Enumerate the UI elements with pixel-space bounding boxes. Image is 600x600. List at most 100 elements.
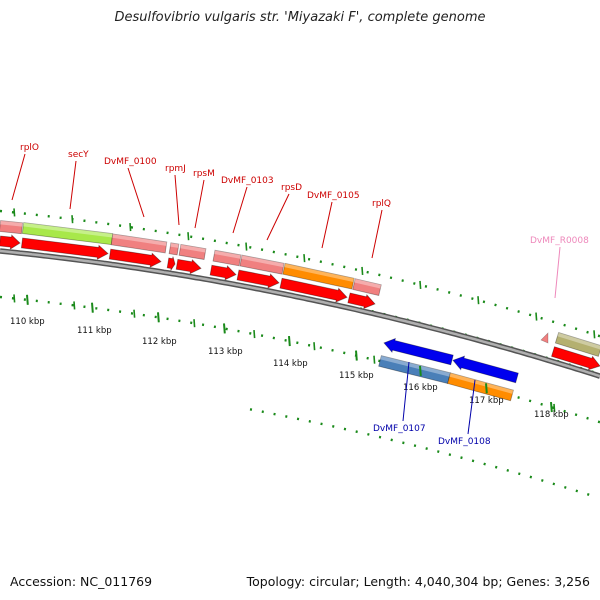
- gene-arrow[interactable]: [166, 256, 176, 271]
- feature-label[interactable]: rpsM: [193, 169, 215, 179]
- gene-arrow-shape[interactable]: [209, 263, 237, 281]
- cds-band-body[interactable]: [352, 278, 382, 296]
- cds-band[interactable]: [168, 242, 180, 256]
- feature-label[interactable]: secY: [68, 150, 89, 160]
- feature-label[interactable]: DvMF_0103: [221, 176, 274, 186]
- cds-band-shine: [214, 250, 241, 259]
- major-tick: [26, 294, 29, 305]
- feature-label[interactable]: DvMF_0105: [307, 191, 360, 201]
- cds-band-shine: [354, 278, 382, 289]
- accession-text: Accession: NC_011769: [10, 574, 153, 589]
- gene-arrow-shape[interactable]: [236, 268, 281, 290]
- cds-band-body[interactable]: [21, 222, 114, 246]
- gene-arrow-shape[interactable]: [0, 234, 21, 250]
- genome-summary-text: Topology: circular; Length: 4,040,304 bp…: [246, 574, 590, 589]
- gene-arrow-reverse-shape[interactable]: [382, 336, 454, 367]
- gene-arrow[interactable]: [236, 268, 281, 290]
- cds-band-shine: [557, 332, 600, 350]
- backbone-core: [0, 249, 600, 378]
- minor-tick: [193, 319, 196, 328]
- scale-label: 112 kbp: [142, 337, 177, 347]
- dotted-guide-lines: [0, 208, 600, 499]
- cds-band[interactable]: [352, 278, 382, 296]
- cds-band-shine: [0, 220, 23, 227]
- leader-line: [321, 201, 333, 249]
- cds-band-body[interactable]: [110, 233, 168, 254]
- cds-band-body[interactable]: [378, 355, 451, 384]
- gene-arrow[interactable]: [20, 236, 109, 261]
- cds-band-shine: [241, 255, 285, 268]
- cds-band[interactable]: [447, 372, 514, 402]
- gene-arrow-shape[interactable]: [551, 345, 600, 373]
- cds-band-body[interactable]: [212, 249, 242, 267]
- gene-arrow-reverse[interactable]: [382, 336, 454, 367]
- cds-band[interactable]: [282, 262, 355, 290]
- cds-band-body[interactable]: [239, 254, 285, 275]
- scale-label: 110 kbp: [10, 317, 45, 327]
- scale-label: 114 kbp: [273, 359, 308, 369]
- minor-tick: [133, 309, 136, 318]
- feature-track[interactable]: [0, 220, 600, 402]
- gene-arrow[interactable]: [347, 291, 376, 311]
- feature-label[interactable]: DvMF_0100: [104, 157, 157, 167]
- cds-band[interactable]: [212, 249, 242, 267]
- gene-arrow-shape[interactable]: [20, 236, 109, 261]
- major-tick: [157, 312, 160, 323]
- feature-label[interactable]: rplQ: [372, 199, 391, 209]
- leader-line: [402, 361, 410, 422]
- gene-arrow-shape[interactable]: [347, 291, 376, 311]
- cds-band[interactable]: [21, 222, 114, 246]
- cds-band-body[interactable]: [282, 262, 355, 290]
- cds-band[interactable]: [178, 243, 207, 260]
- feature-label[interactable]: DvMF_0107: [373, 424, 426, 434]
- gene-arrow-shape[interactable]: [279, 276, 349, 304]
- leader-line: [232, 186, 248, 234]
- gene-arrow-shape[interactable]: [108, 247, 162, 268]
- major-tick: [419, 365, 422, 377]
- leader-line: [194, 179, 205, 229]
- cds-band[interactable]: [239, 254, 285, 275]
- cds-band-body[interactable]: [178, 243, 207, 260]
- gene-arrow-shape[interactable]: [166, 256, 176, 271]
- cds-band-body[interactable]: [168, 242, 180, 256]
- cds-band[interactable]: [378, 355, 451, 384]
- gene-arrow[interactable]: [279, 276, 349, 304]
- feature-label[interactable]: rplO: [20, 143, 39, 153]
- cds-band-shine: [170, 242, 179, 248]
- gene-arrow-reverse[interactable]: [451, 354, 519, 385]
- gene-arrow[interactable]: [209, 263, 237, 281]
- minor-tick: [361, 266, 364, 275]
- minor-tick: [373, 355, 376, 364]
- scale-label: 118 kbp: [534, 410, 569, 420]
- minor-tick: [129, 222, 132, 232]
- cds-band[interactable]: [0, 220, 24, 235]
- cds-band-shine: [112, 233, 167, 246]
- cds-band-body[interactable]: [0, 220, 24, 235]
- gene-arrow[interactable]: [551, 345, 600, 373]
- cds-band[interactable]: [110, 233, 168, 254]
- feature-label[interactable]: rpsD: [281, 183, 302, 193]
- gene-arrow-shape[interactable]: [175, 257, 202, 275]
- minor-tick: [13, 294, 16, 303]
- minor-tick: [13, 208, 16, 217]
- leader-line: [11, 153, 26, 201]
- gene-arrow[interactable]: [0, 234, 21, 250]
- scale-label: 116 kbp: [403, 383, 438, 393]
- gene-arrow-reverse-shape[interactable]: [451, 354, 519, 385]
- cds-band-shine: [284, 263, 355, 283]
- leader-line: [127, 167, 145, 218]
- minor-tick: [419, 280, 422, 289]
- gene-arrow[interactable]: [175, 257, 202, 275]
- gene-arrow[interactable]: [108, 247, 162, 268]
- feature-labels[interactable]: rplO secY DvMF_0100 rpmJ rpsM DvMF_0103 rpsD Dv…: [11, 143, 589, 447]
- feature-label[interactable]: rpmJ: [165, 164, 186, 174]
- minor-tick: [593, 330, 596, 339]
- cds-band-body[interactable]: [447, 372, 514, 402]
- trna-marker[interactable]: [540, 332, 549, 344]
- feature-label[interactable]: DvMF_0108: [438, 437, 491, 447]
- minor-tick: [313, 342, 316, 351]
- major-tick: [223, 323, 226, 334]
- feature-label[interactable]: DvMF_R0008: [530, 236, 589, 246]
